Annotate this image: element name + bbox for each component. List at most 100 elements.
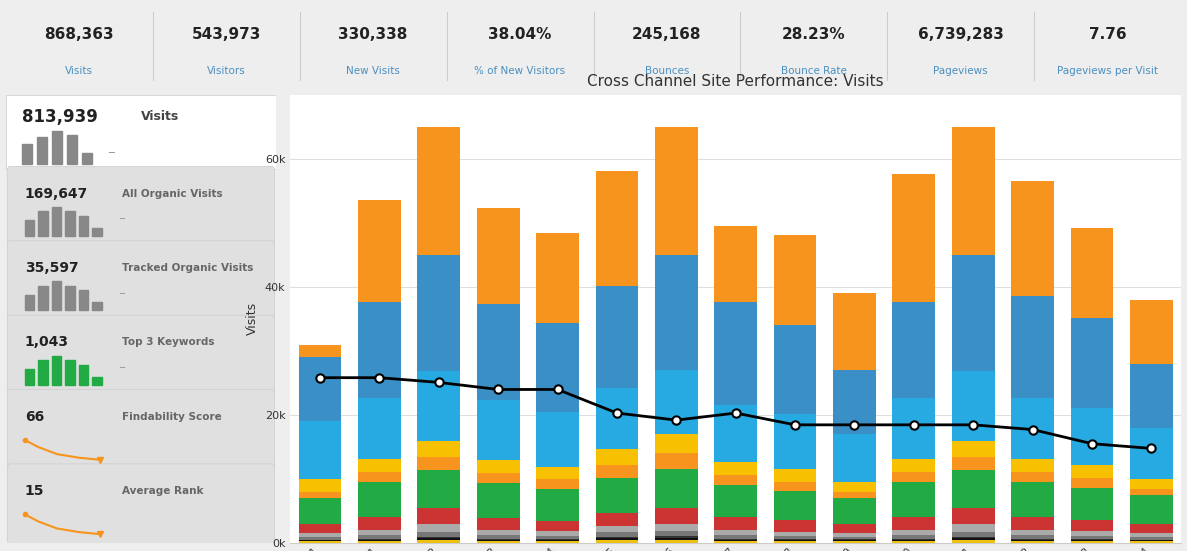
Bar bbox=[893, 482, 935, 517]
Bar bbox=[833, 370, 876, 434]
Bar bbox=[38, 360, 47, 385]
Bar bbox=[358, 538, 401, 539]
Bar bbox=[477, 483, 520, 518]
Bar bbox=[477, 534, 520, 538]
Bar bbox=[477, 304, 520, 399]
Bar bbox=[65, 360, 75, 385]
Bar bbox=[299, 533, 342, 537]
Bar bbox=[1011, 398, 1054, 459]
Bar bbox=[537, 467, 579, 479]
Bar bbox=[1011, 181, 1054, 296]
Bar bbox=[299, 344, 342, 358]
Bar bbox=[833, 537, 876, 539]
Bar bbox=[38, 212, 47, 236]
Bar bbox=[1071, 540, 1113, 541]
Y-axis label: Visits: Visits bbox=[247, 302, 259, 336]
Bar bbox=[893, 517, 935, 530]
Bar bbox=[1130, 364, 1173, 428]
Text: 35,597: 35,597 bbox=[25, 261, 78, 275]
Bar bbox=[299, 542, 342, 543]
Bar bbox=[833, 482, 876, 492]
Bar bbox=[774, 414, 817, 469]
Bar bbox=[655, 536, 698, 538]
Bar bbox=[1071, 541, 1113, 543]
Bar bbox=[893, 472, 935, 482]
Bar bbox=[596, 540, 639, 543]
Bar bbox=[893, 530, 935, 534]
Bar bbox=[25, 369, 34, 385]
Bar bbox=[418, 127, 461, 255]
Bar bbox=[358, 530, 401, 534]
Text: Visitors: Visitors bbox=[207, 66, 246, 75]
Bar bbox=[952, 441, 995, 457]
Bar bbox=[418, 255, 461, 371]
Bar bbox=[893, 175, 935, 302]
Bar bbox=[418, 371, 461, 441]
Bar bbox=[23, 144, 32, 164]
Bar bbox=[25, 295, 34, 310]
Text: Average Rank: Average Rank bbox=[122, 486, 203, 496]
FancyBboxPatch shape bbox=[7, 315, 274, 395]
Bar bbox=[774, 491, 817, 520]
Bar bbox=[655, 453, 698, 469]
Text: New Visits: New Visits bbox=[347, 66, 400, 75]
Bar bbox=[774, 520, 817, 532]
Bar bbox=[596, 449, 639, 465]
Bar bbox=[596, 538, 639, 540]
Bar bbox=[952, 532, 995, 537]
Bar bbox=[358, 534, 401, 538]
Bar bbox=[1011, 538, 1054, 539]
Bar bbox=[1130, 489, 1173, 495]
Bar bbox=[893, 398, 935, 459]
Bar bbox=[774, 536, 817, 539]
Bar bbox=[418, 532, 461, 537]
Bar bbox=[537, 479, 579, 489]
Bar bbox=[537, 541, 579, 543]
Text: 245,168: 245,168 bbox=[633, 28, 702, 42]
Bar bbox=[715, 485, 757, 517]
Bar bbox=[418, 457, 461, 470]
Bar bbox=[418, 441, 461, 457]
Text: % of New Visitors: % of New Visitors bbox=[475, 66, 566, 75]
Bar bbox=[358, 539, 401, 541]
Bar bbox=[537, 531, 579, 536]
Text: Bounce Rate: Bounce Rate bbox=[781, 66, 846, 75]
Bar bbox=[1130, 540, 1173, 541]
Bar bbox=[596, 514, 639, 526]
Text: 38.04%: 38.04% bbox=[488, 28, 552, 42]
Bar bbox=[66, 135, 77, 164]
Bar bbox=[52, 355, 62, 385]
Text: 868,363: 868,363 bbox=[45, 28, 114, 42]
Bar bbox=[25, 220, 34, 236]
Bar bbox=[358, 398, 401, 459]
Bar bbox=[299, 358, 342, 422]
Bar bbox=[596, 478, 639, 514]
Text: All Organic Visits: All Organic Visits bbox=[122, 188, 223, 198]
Bar bbox=[655, 538, 698, 539]
Bar bbox=[655, 539, 698, 543]
Bar bbox=[1011, 296, 1054, 398]
Bar bbox=[1011, 472, 1054, 482]
FancyBboxPatch shape bbox=[7, 241, 274, 321]
Bar bbox=[418, 508, 461, 524]
Text: Visits: Visits bbox=[141, 110, 179, 123]
Bar bbox=[715, 534, 757, 538]
Bar bbox=[537, 322, 579, 412]
Bar bbox=[299, 422, 342, 479]
Text: Findability Score: Findability Score bbox=[122, 412, 222, 422]
Bar bbox=[596, 526, 639, 532]
Bar bbox=[299, 540, 342, 541]
Bar bbox=[52, 281, 62, 310]
Bar bbox=[715, 530, 757, 534]
Bar bbox=[833, 524, 876, 533]
Bar bbox=[1130, 537, 1173, 540]
Bar bbox=[52, 207, 62, 236]
Bar bbox=[596, 286, 639, 388]
Bar bbox=[655, 531, 698, 536]
Bar bbox=[833, 540, 876, 541]
Bar bbox=[1071, 478, 1113, 488]
Text: ─: ─ bbox=[108, 148, 114, 158]
Bar bbox=[655, 127, 698, 255]
Text: Pageviews per Visit: Pageviews per Visit bbox=[1058, 66, 1159, 75]
Text: Top 3 Keywords: Top 3 Keywords bbox=[122, 337, 215, 347]
